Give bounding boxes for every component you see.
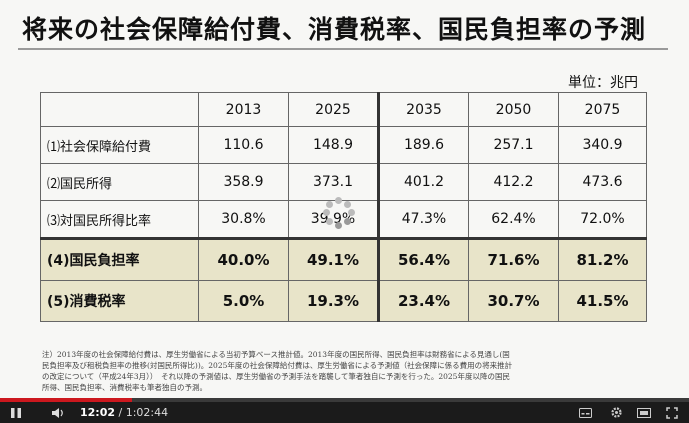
table-cell: 56.4% <box>377 237 469 281</box>
table-cell: 30.8% <box>198 200 289 239</box>
year-header: 2050 <box>468 92 559 127</box>
table-cell: 358.9 <box>198 163 289 201</box>
table-cell: 5.0% <box>198 280 289 322</box>
table-cell: 189.6 <box>377 126 469 164</box>
progress-bar[interactable] <box>0 398 689 402</box>
table-cell: 401.2 <box>377 163 469 201</box>
table-cell: 257.1 <box>468 126 559 164</box>
table-row: ⑴社会保障給付費 110.6 148.9 189.6 257.1 340.9 <box>40 126 647 164</box>
slide-title: 将来の社会保障給付費、消費税率、国民負担率の予測 <box>22 15 647 44</box>
table-row: ⑵国民所得 358.9 373.1 401.2 412.2 473.6 <box>40 163 647 201</box>
time-display: 12:02 / 1:02:44 <box>80 406 168 419</box>
progress-fill <box>0 398 133 402</box>
unit-label: 単位：兆円 <box>568 75 638 91</box>
table-cell: 40.0% <box>198 237 289 281</box>
table-cell: 81.2% <box>558 237 647 281</box>
table-cell: 148.9 <box>288 126 379 164</box>
table-cell: 412.2 <box>468 163 559 201</box>
year-header: 2035 <box>377 92 469 127</box>
table-row-highlight: (4)国民負担率 40.0% 49.1% 56.4% 71.6% 81.2% <box>40 237 647 281</box>
table-cell: 49.1% <box>288 237 379 281</box>
row-label: ⑵国民所得 <box>40 163 199 201</box>
table-cell: 110.6 <box>198 126 289 164</box>
volume-icon[interactable] <box>48 402 68 423</box>
fullscreen-icon[interactable] <box>662 402 682 423</box>
table-header-row: 2013 2025 2035 2050 2075 <box>40 92 647 127</box>
table-cell: 23.4% <box>377 280 469 322</box>
title-divider <box>18 48 668 50</box>
table-cell: 71.6% <box>468 237 559 281</box>
table-cell: 41.5% <box>558 280 647 322</box>
forecast-table: 2013 2025 2035 2050 2075 ⑴社会保障給付費 110.6 … <box>40 92 647 322</box>
footnote-line: 民負担率及び租税負担率の推移(対国民所得比))。2025年度の社会保障給付費は、… <box>42 361 513 370</box>
row-label: ⑴社会保障給付費 <box>40 126 199 164</box>
table-cell: 62.4% <box>468 200 559 239</box>
row-label: ⑶対国民所得比率 <box>40 200 199 239</box>
table-cell: 72.0% <box>558 200 647 239</box>
year-header: 2025 <box>288 92 379 127</box>
footnote: 注）2013年度の社会保障給付費は、厚生労働省による当初予算ベース推計値。201… <box>42 349 642 393</box>
slide: 将来の社会保障給付費、消費税率、国民負担率の予測 単位：兆円 2013 2025… <box>0 0 689 398</box>
settings-icon[interactable] <box>606 402 626 423</box>
year-header: 2013 <box>198 92 289 127</box>
table-cell: 19.3% <box>288 280 379 322</box>
footnote-line: 注）2013年度の社会保障給付費は、厚生労働省による当初予算ベース推計値。201… <box>42 350 510 359</box>
row-label: (4)国民負担率 <box>40 237 199 281</box>
captions-icon[interactable] <box>575 402 595 423</box>
footnote-line: の改定について（平成24年3月）） それ以降の予測値は、厚生労働省の予測手法を踏… <box>42 372 510 381</box>
header-empty-cell <box>40 92 199 127</box>
table-cell: 373.1 <box>288 163 379 201</box>
loading-spinner-icon <box>323 197 355 229</box>
current-time: 12:02 <box>80 406 116 419</box>
table-cell: 47.3% <box>377 200 469 239</box>
table-cell: 30.7% <box>468 280 559 322</box>
pause-icon[interactable] <box>6 402 26 423</box>
theater-icon[interactable] <box>634 402 654 423</box>
player-controls: 12:02 / 1:02:44 <box>0 402 689 423</box>
table-row-highlight: (5)消費税率 5.0% 19.3% 23.4% 30.7% 41.5% <box>40 280 647 322</box>
table-cell: 473.6 <box>558 163 647 201</box>
row-label: (5)消費税率 <box>40 280 199 322</box>
year-header: 2075 <box>558 92 647 127</box>
table-cell: 340.9 <box>558 126 647 164</box>
footnote-line: 所得、国民負担率、消費税率も筆者独自の予測。 <box>42 383 207 392</box>
duration: / 1:02:44 <box>118 406 169 419</box>
